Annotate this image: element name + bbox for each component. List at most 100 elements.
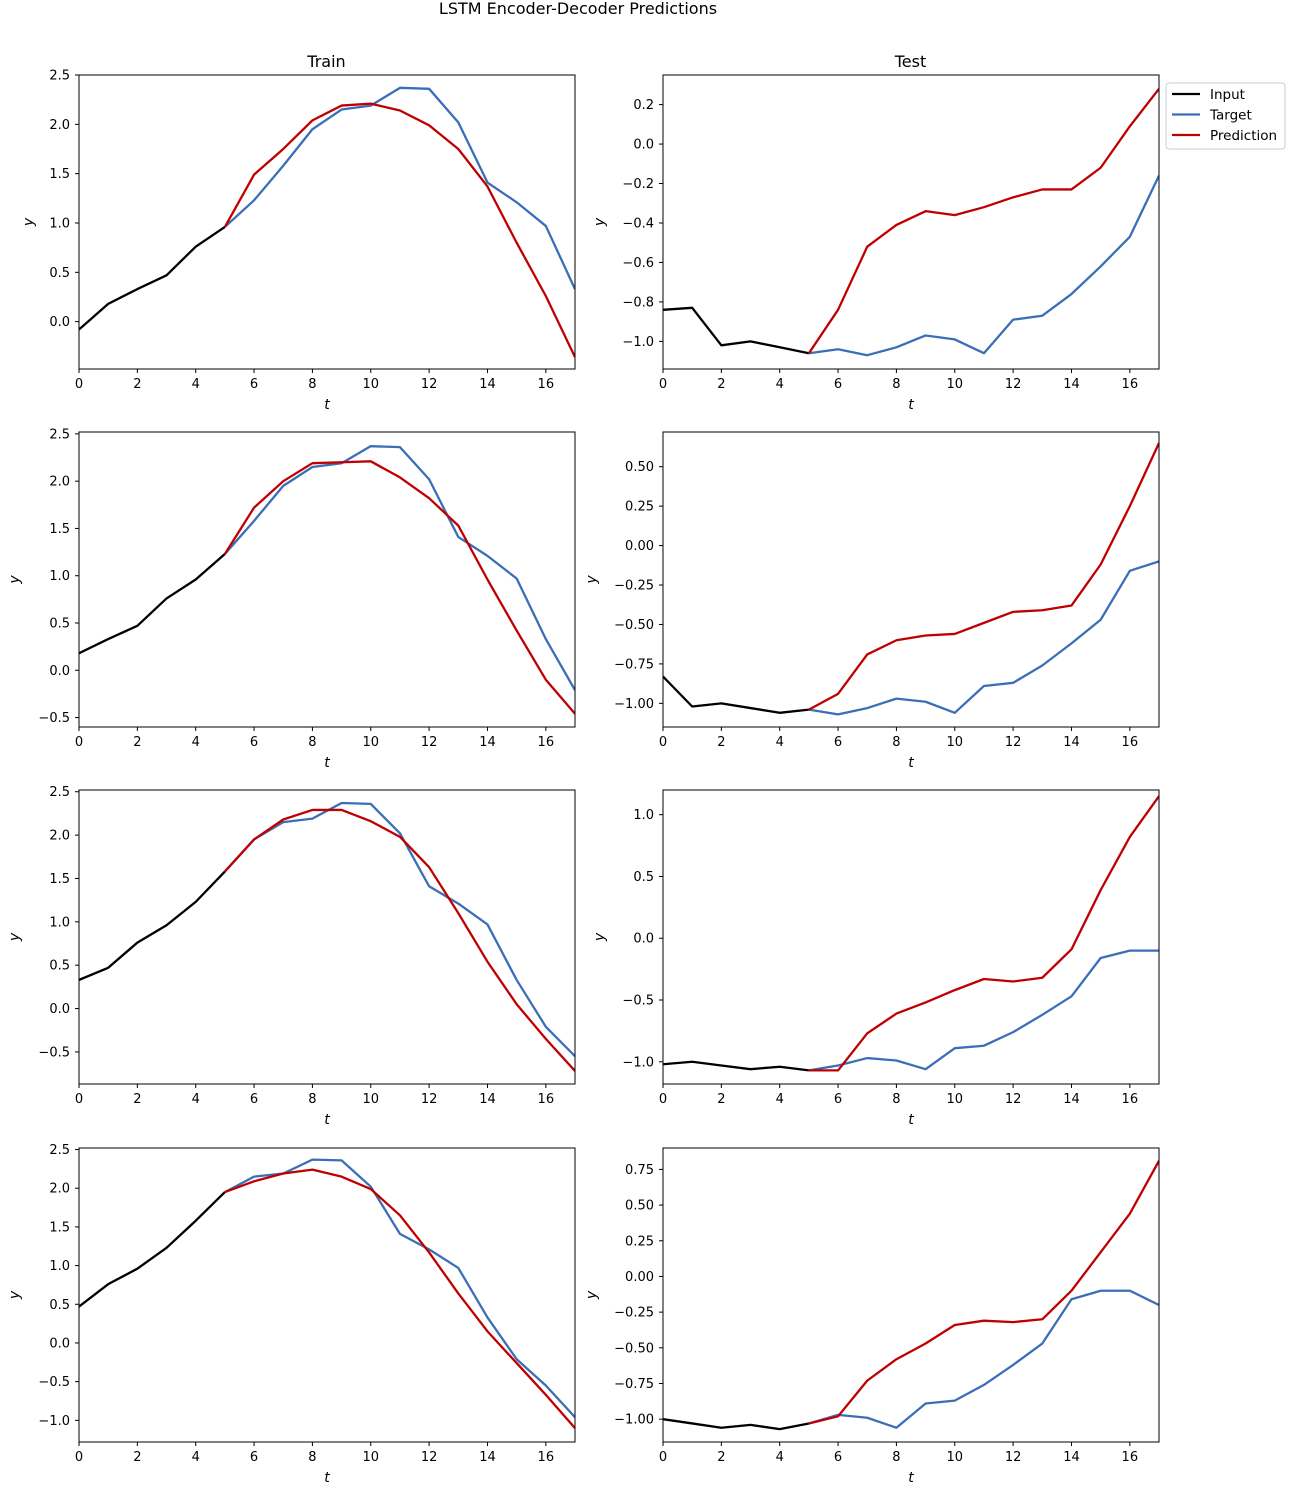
- chart-1-train-xtick-label: 0: [75, 735, 83, 750]
- chart-0-train-ytick-label: 0.5: [49, 266, 70, 281]
- chart-2-test-ytick-label: 1.0: [633, 808, 654, 823]
- chart-0-test-ytick-label: −0.6: [622, 256, 654, 271]
- chart-0-test-ytick-label: −0.2: [622, 177, 654, 192]
- chart-0-train-xtick-label: 8: [308, 377, 316, 392]
- chart-1-test: 0 2 4 6 8 10 12 14 16 −1.00 −0.75 −0.50 −0.25 0.00 0.2…: [584, 431, 1160, 771]
- chart-3-train-series-input: [79, 1191, 226, 1308]
- chart-3-test-ytick-label: 0.50: [625, 1199, 654, 1214]
- chart-1-test-plot-area: [663, 442, 1159, 716]
- chart-2-train-ytick-label: −0.5: [38, 1045, 70, 1060]
- chart-0-train-ytick-label: 0.0: [49, 315, 70, 330]
- chart-1-train-xtick-label: 14: [479, 735, 496, 750]
- chart-3-train-xtick-label: 8: [308, 1450, 316, 1465]
- chart-2-train-series-target: [224, 801, 575, 1058]
- chart-3-train-xtick-label: 2: [133, 1450, 141, 1465]
- chart-3-test-xtick-label: 16: [1122, 1450, 1139, 1465]
- chart-2-test-ylabel: y: [592, 932, 608, 942]
- chart-3-test-xtick-label: 6: [834, 1450, 842, 1465]
- chart-0-test-xtick-label: 16: [1122, 377, 1139, 392]
- chart-1-test-xtick-label: 16: [1122, 735, 1139, 750]
- chart-3-test-xlabel: t: [908, 1470, 914, 1486]
- chart-1-test-xtick-label: 6: [834, 735, 842, 750]
- legend: Input Target Prediction: [1165, 82, 1286, 150]
- chart-1-train-plot-area: [79, 445, 575, 715]
- chart-1-test-ytick-label: 0.25: [625, 500, 654, 515]
- chart-2-test-series-input: [663, 1060, 810, 1072]
- chart-0-train-ytick-label: 1.5: [49, 167, 70, 182]
- chart-2-test-axes-frame: [662, 789, 1160, 1085]
- chart-1-test-ytick-label: 0.50: [625, 460, 654, 475]
- chart-2-train-ytick-label: 1.0: [49, 915, 70, 930]
- chart-0-test-ylabel: y: [592, 217, 608, 227]
- chart-2-train-plot-area: [79, 801, 575, 1072]
- chart-0-test-ytick-label: 0.0: [633, 138, 654, 153]
- chart-2-test-xtick-label: 16: [1122, 1092, 1139, 1107]
- chart-0-train-xtick-label: 0: [75, 377, 83, 392]
- chart-3-test-xtick-label: 8: [892, 1450, 900, 1465]
- chart-2-train-series-input: [79, 870, 226, 981]
- column-title-test: Test: [894, 52, 927, 71]
- chart-0-train-xtick-label: 10: [362, 377, 379, 392]
- chart-0-train-series-prediction: [223, 102, 575, 358]
- chart-2-test-series-prediction: [808, 795, 1159, 1072]
- chart-0-test-series-target: [808, 175, 1159, 357]
- chart-0-train-ylabel: y: [21, 217, 37, 227]
- chart-2-test-xtick-label: 6: [834, 1092, 842, 1107]
- chart-3-train-xtick-label: 6: [250, 1450, 258, 1465]
- chart-1-train-series-target: [224, 445, 575, 691]
- chart-3-test-plot-area: [663, 1160, 1159, 1431]
- chart-2-train-ytick-label: 0.0: [49, 1002, 70, 1017]
- chart-2-train-xtick-label: 14: [479, 1092, 496, 1107]
- chart-1-test-xtick-label: 0: [659, 735, 667, 750]
- chart-3-train-xtick-label: 10: [362, 1450, 379, 1465]
- chart-1-test-xtick-label: 12: [1005, 735, 1022, 750]
- chart-3-test-xtick-label: 10: [946, 1450, 963, 1465]
- chart-1-train-xtick-label: 12: [421, 735, 438, 750]
- chart-1-train: 0 2 4 6 8 10 12 14 16 −0.5 0.0 0.5 1.0 1.5 2.0 2.5 t y: [7, 427, 576, 771]
- chart-3-train-xtick-label: 4: [192, 1450, 200, 1465]
- chart-0-test-ytick-label: −0.8: [622, 295, 654, 310]
- chart-3-train-ytick-label: 0.5: [49, 1298, 70, 1313]
- chart-3-train-ytick-label: 1.0: [49, 1259, 70, 1274]
- chart-3-test-ytick-label: −0.75: [614, 1377, 654, 1392]
- chart-1-test-xtick-label: 8: [892, 735, 900, 750]
- column-title-train: Train: [306, 52, 345, 71]
- chart-2-test: 0 2 4 6 8 10 12 14 16 −1.0 −0.5 0.0 0.5 1.0 t y: [592, 789, 1160, 1128]
- chart-1-train-xtick-label: 16: [538, 735, 555, 750]
- chart-0-train: 0 2 4 6 8 10 12 14 16 0.0 0.5 1.0 1.5 2.0 2.5 t y: [21, 69, 576, 413]
- chart-3-test-xtick-label: 12: [1005, 1450, 1022, 1465]
- chart-2-train-xtick-label: 8: [308, 1092, 316, 1107]
- chart-1-train-ylabel: y: [7, 575, 23, 585]
- chart-0-train-series-target: [224, 86, 575, 290]
- chart-2-train-series-prediction: [224, 808, 575, 1072]
- chart-2-test-xtick-label: 12: [1005, 1092, 1022, 1107]
- chart-1-train-ytick-label: 2.5: [49, 427, 70, 442]
- chart-2-test-ytick-label: −0.5: [622, 994, 654, 1009]
- chart-3-test: 0 2 4 6 8 10 12 14 16 −1.00 −0.75 −0.50 −0.25 0.00 0.2…: [584, 1147, 1160, 1486]
- chart-0-train-ytick-label: 2.0: [49, 118, 70, 133]
- chart-3-test-ytick-label: −0.50: [614, 1341, 654, 1356]
- chart-1-test-ytick-label: −1.00: [614, 697, 654, 712]
- chart-2-test-plot-area: [663, 795, 1159, 1072]
- chart-0-test-xtick-label: 6: [834, 377, 842, 392]
- chart-3-test-ytick-label: −1.00: [614, 1413, 654, 1428]
- chart-3-train: 0 2 4 6 8 10 12 14 16 −1.0 −0.5 0.0 0.5 1.0 1.5 2.0 2.5 t…: [7, 1143, 576, 1486]
- chart-0-train-xtick-label: 12: [421, 377, 438, 392]
- chart-3-train-xtick-label: 0: [75, 1450, 83, 1465]
- chart-2-test-ytick-label: 0.5: [633, 870, 654, 885]
- chart-2-test-ytick-label: 0.0: [633, 932, 654, 947]
- chart-1-test-series-target: [808, 560, 1159, 716]
- chart-2-test-series-target: [808, 949, 1159, 1072]
- chart-2-test-xlabel: t: [908, 1112, 914, 1128]
- chart-1-train-xtick-label: 10: [362, 735, 379, 750]
- chart-2-train-ylabel: y: [7, 932, 23, 942]
- chart-1-test-ytick-label: 0.00: [625, 539, 654, 554]
- chart-3-train-ytick-label: −1.0: [38, 1414, 70, 1429]
- chart-3-train-xtick-label: 16: [538, 1450, 555, 1465]
- chart-0-test: 0 2 4 6 8 10 12 14 16 −1.0 −0.8 −0.6 −0.4 −0.2 0.0 0.2 t…: [592, 74, 1160, 413]
- chart-1-train-ytick-label: −0.5: [38, 711, 70, 726]
- chart-2-test-xtick-label: 14: [1063, 1092, 1080, 1107]
- chart-0-train-ytick-label: 2.5: [49, 69, 70, 84]
- chart-2-test-xtick-label: 10: [946, 1092, 963, 1107]
